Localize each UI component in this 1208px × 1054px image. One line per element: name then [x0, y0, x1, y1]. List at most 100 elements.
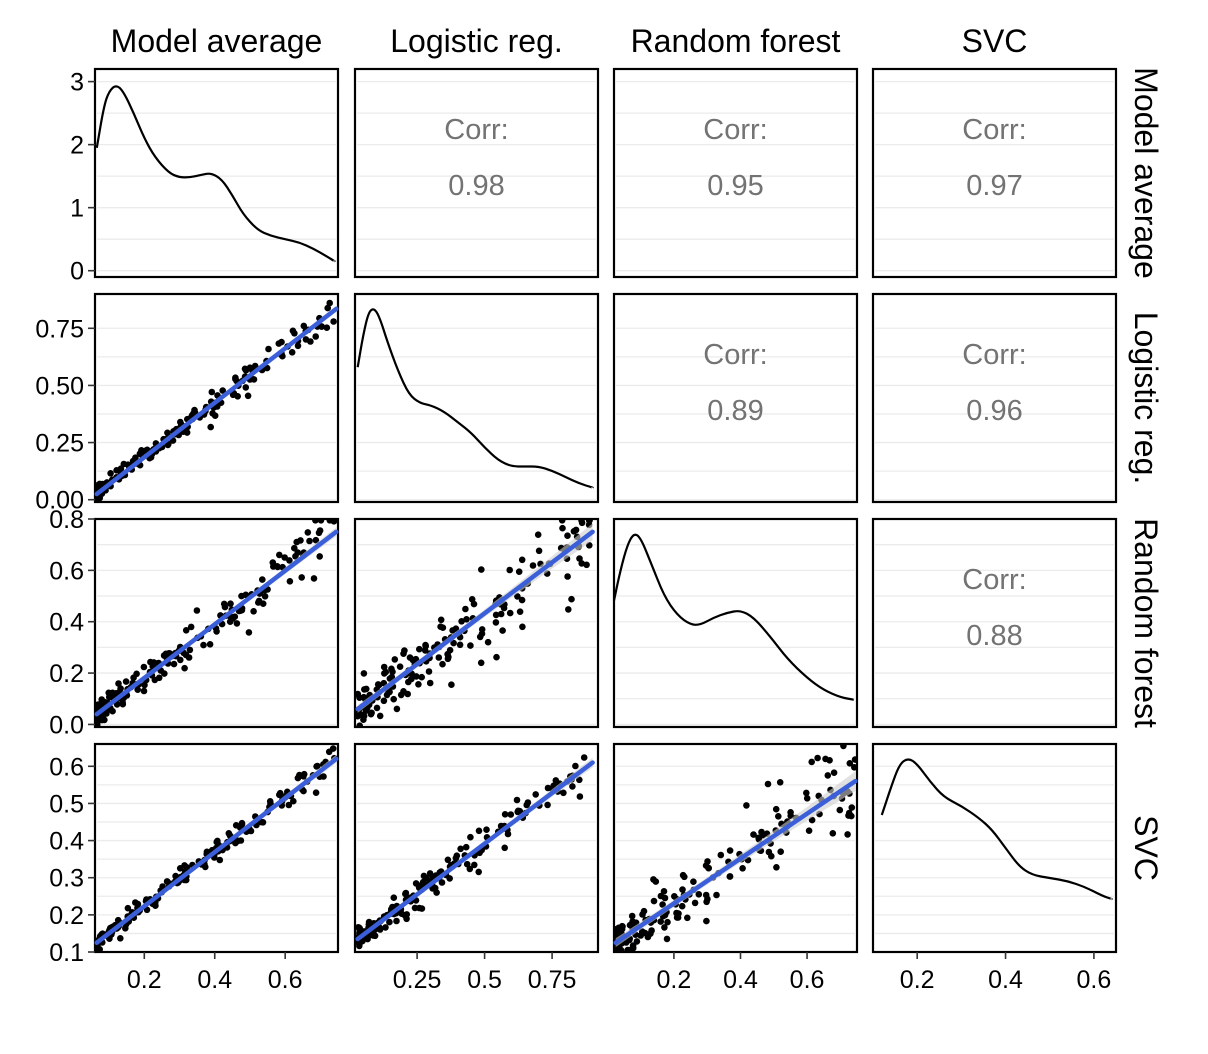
- data-point: [484, 638, 492, 646]
- data-point: [208, 388, 216, 396]
- panel-frame: [353, 67, 600, 279]
- data-point: [466, 865, 474, 873]
- y-tick-label: 0.00: [35, 487, 84, 515]
- data-point: [518, 596, 526, 604]
- data-point: [238, 821, 246, 828]
- data-point: [259, 819, 267, 826]
- data-point: [259, 600, 267, 607]
- data-point: [250, 608, 257, 615]
- data-point: [453, 852, 461, 859]
- data-point: [477, 659, 485, 667]
- data-point: [404, 690, 412, 698]
- data-point: [726, 847, 734, 854]
- data-point: [657, 918, 664, 925]
- data-point: [242, 591, 250, 599]
- data-point: [181, 862, 188, 869]
- row-title-random-forest: Random forest: [1128, 518, 1164, 728]
- y-tick-label: 0.25: [35, 430, 84, 458]
- data-point: [478, 566, 485, 573]
- data-point: [532, 791, 539, 798]
- panel-frame: [612, 67, 859, 279]
- data-point: [513, 796, 521, 804]
- data-point: [507, 811, 515, 818]
- panel-r3-c2: [353, 517, 600, 729]
- data-point: [182, 651, 190, 659]
- data-point: [96, 720, 101, 726]
- data-point: [702, 891, 710, 899]
- data-point: [105, 689, 112, 697]
- panel-frame: [93, 67, 340, 279]
- data-point: [300, 322, 308, 330]
- data-point: [107, 706, 114, 713]
- data-point: [402, 890, 409, 898]
- data-point: [312, 520, 319, 524]
- x-tick-label: 0.4: [723, 966, 758, 994]
- panel-r4-c2: [353, 742, 600, 954]
- data-point: [836, 806, 844, 814]
- data-point: [765, 848, 773, 856]
- data-point: [702, 862, 710, 869]
- data-point: [448, 681, 455, 688]
- x-tick-label: 0.4: [988, 966, 1023, 994]
- y-tick-label: 0.6: [49, 753, 84, 781]
- panel-r1-c3: Corr: 0.95: [612, 67, 859, 279]
- data-point: [138, 447, 145, 454]
- data-point: [418, 673, 426, 681]
- data-point: [808, 758, 815, 766]
- data-point: [233, 620, 241, 627]
- data-point: [263, 364, 271, 372]
- data-point: [475, 827, 483, 835]
- data-point: [535, 547, 543, 555]
- y-tick-label: 1: [70, 195, 84, 223]
- data-point: [386, 688, 393, 696]
- data-point: [772, 805, 780, 813]
- data-point: [506, 566, 513, 574]
- data-point: [467, 642, 474, 649]
- data-point: [650, 897, 658, 905]
- data-point: [475, 868, 483, 876]
- data-point: [221, 603, 229, 611]
- data-point: [317, 520, 325, 524]
- data-point: [292, 553, 299, 560]
- y-tick-label: 0.5: [49, 790, 84, 818]
- data-point: [439, 660, 446, 668]
- data-point: [200, 641, 207, 649]
- data-point: [397, 691, 405, 699]
- y-tick-label: 0.4: [49, 609, 84, 637]
- x-tick-label: 0.6: [790, 966, 825, 994]
- data-point: [360, 670, 368, 677]
- data-point: [426, 870, 434, 877]
- data-point: [803, 789, 810, 797]
- data-point: [417, 882, 425, 889]
- data-point: [226, 618, 234, 625]
- data-point: [207, 423, 214, 431]
- data-point: [558, 520, 566, 524]
- y-tick-label: 0.4: [49, 828, 84, 856]
- data-point: [365, 921, 373, 928]
- data-point: [445, 653, 452, 661]
- data-point: [115, 680, 122, 687]
- data-point: [426, 679, 434, 687]
- data-point: [446, 646, 454, 654]
- data-point: [382, 668, 390, 676]
- density-curve: [880, 758, 1113, 901]
- data-point: [96, 701, 102, 708]
- data-point: [367, 710, 375, 718]
- data-point: [739, 865, 746, 872]
- data-point: [246, 364, 254, 372]
- data-point: [415, 681, 422, 688]
- data-point: [425, 668, 433, 675]
- data-point: [164, 441, 172, 449]
- data-point: [844, 831, 851, 838]
- data-point: [586, 520, 593, 524]
- data-point: [437, 616, 445, 624]
- data-point: [576, 555, 583, 562]
- data-point: [446, 875, 454, 882]
- data-point: [851, 756, 856, 763]
- corr-label: Corr:: [962, 564, 1026, 596]
- data-point: [664, 918, 671, 926]
- panel-r1-c1: [93, 67, 340, 279]
- data-point: [330, 318, 337, 325]
- data-point: [316, 553, 324, 560]
- data-point: [403, 911, 411, 918]
